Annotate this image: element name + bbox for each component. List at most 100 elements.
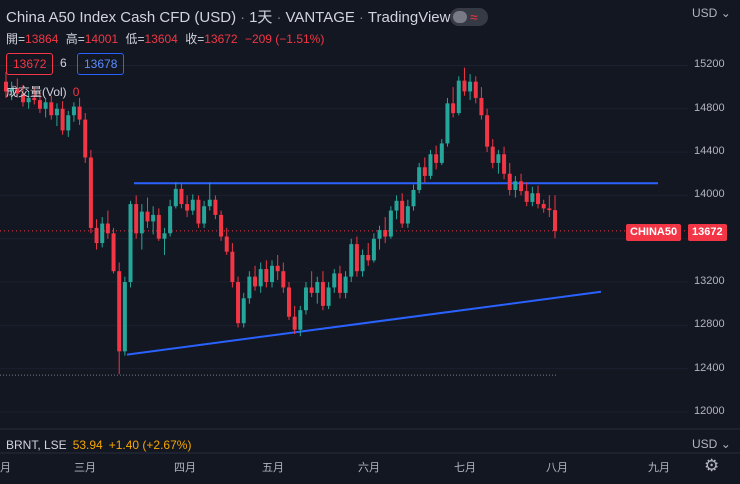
candle-body bbox=[49, 102, 54, 116]
candle-body bbox=[530, 193, 535, 202]
candle-body bbox=[394, 200, 399, 211]
candle-body bbox=[122, 282, 127, 352]
wave-toggle-icon[interactable]: ≈ bbox=[450, 8, 488, 26]
volume-legend[interactable]: 成交量(Vol) 0 bbox=[6, 83, 79, 100]
candle-body bbox=[337, 273, 342, 293]
high-label: 高= bbox=[65, 32, 85, 46]
candle-body bbox=[94, 227, 99, 244]
last-price-tag: 13672 bbox=[688, 224, 727, 241]
candle-body bbox=[43, 102, 48, 109]
candle-body bbox=[303, 287, 308, 311]
candle-body bbox=[349, 244, 354, 277]
candle-body bbox=[9, 88, 14, 92]
candle-body bbox=[83, 119, 88, 158]
currency-menu-top[interactable]: USD ⌄ bbox=[692, 6, 731, 20]
candle-body bbox=[502, 154, 507, 174]
candle-body bbox=[270, 265, 275, 283]
candle-body bbox=[468, 81, 473, 92]
chart-title-bar: China A50 Index Cash CFD (USD) · 1天 · VANTAG… bbox=[6, 6, 450, 27]
candle-body bbox=[366, 254, 371, 261]
candle-body bbox=[258, 269, 263, 287]
candle-body bbox=[275, 265, 280, 272]
open-value: 13864 bbox=[25, 32, 59, 46]
interval-label[interactable]: 1天 bbox=[249, 9, 273, 26]
candle-body bbox=[139, 211, 144, 234]
candle-body bbox=[37, 100, 42, 109]
candle-body bbox=[434, 154, 439, 163]
chevron-down-icon: ⌄ bbox=[720, 6, 731, 20]
candle-body bbox=[371, 238, 376, 261]
candle-body bbox=[377, 230, 382, 239]
candle-body bbox=[236, 282, 241, 324]
candle-body bbox=[298, 310, 303, 330]
candle-body bbox=[383, 230, 388, 237]
support-trendline bbox=[126, 290, 602, 356]
candle-body bbox=[343, 276, 348, 293]
ask-price-button[interactable]: 13678 bbox=[77, 53, 125, 75]
candle-body bbox=[224, 236, 229, 252]
volume-label: 成交量(Vol) bbox=[6, 85, 67, 99]
candle-body bbox=[360, 254, 365, 272]
candle-body bbox=[541, 204, 546, 209]
price-tick-label: 14000 bbox=[694, 188, 725, 201]
close-label: 收= bbox=[185, 32, 205, 46]
candle-body bbox=[479, 97, 484, 116]
candle-body bbox=[519, 181, 524, 192]
price-tick-label: 13200 bbox=[694, 275, 725, 288]
price-tick-label: 14400 bbox=[694, 145, 725, 158]
symbol-title[interactable]: China A50 Index Cash CFD (USD) bbox=[6, 9, 237, 26]
candle-body bbox=[473, 81, 478, 98]
candle-body bbox=[326, 287, 331, 306]
candle-body bbox=[451, 103, 456, 114]
time-tick-label: 七月 bbox=[454, 462, 476, 474]
compare-symbol-name: BRNT, LSE bbox=[6, 438, 67, 452]
bid-price-button[interactable]: 13672 bbox=[6, 53, 54, 75]
low-value: 13604 bbox=[144, 32, 178, 46]
candle-body bbox=[309, 287, 314, 293]
candle-body bbox=[354, 244, 359, 272]
candle-body bbox=[553, 210, 557, 231]
symbol-price-tag: CHINA50 bbox=[626, 224, 682, 241]
candle-body bbox=[128, 204, 133, 283]
candle-body bbox=[496, 154, 501, 163]
candle-body bbox=[66, 115, 71, 131]
candle-body bbox=[145, 211, 150, 222]
currency-label: USD bbox=[692, 437, 718, 451]
ohlc-legend: 開=13864 高=14001 低=13604 收=13672 −209 (−1… bbox=[6, 30, 328, 47]
candle-body bbox=[196, 199, 201, 224]
candle-body bbox=[315, 282, 320, 293]
candle-body bbox=[219, 214, 224, 237]
candle-body bbox=[292, 316, 297, 330]
candle-body bbox=[77, 106, 82, 120]
high-value: 14001 bbox=[84, 32, 119, 46]
time-tick-label: 六月 bbox=[358, 462, 380, 474]
open-label: 開= bbox=[6, 32, 26, 46]
broker-label: VANTAGE bbox=[285, 9, 355, 26]
spread-value: 6 bbox=[60, 56, 67, 70]
chart-overlays bbox=[0, 182, 688, 376]
compare-symbol-price: 53.94 bbox=[72, 438, 103, 452]
candle-body bbox=[207, 199, 212, 207]
title-separator: · bbox=[358, 9, 364, 26]
gear-icon[interactable]: ⚙ bbox=[704, 456, 720, 475]
candle-body bbox=[428, 154, 433, 176]
candle-body bbox=[439, 143, 444, 163]
candle-body bbox=[507, 173, 512, 190]
candle-body bbox=[213, 199, 218, 215]
candle-body bbox=[456, 80, 461, 114]
compare-symbol-legend[interactable]: BRNT, LSE 53.94 +1.40 (+2.67%) bbox=[6, 438, 191, 452]
candle-body bbox=[105, 223, 110, 234]
candle-body bbox=[241, 298, 246, 324]
candle-body bbox=[32, 97, 37, 101]
candle-body bbox=[405, 206, 410, 224]
candle-body bbox=[173, 188, 178, 207]
candle-body bbox=[400, 200, 405, 224]
price-tick-label: 15200 bbox=[694, 58, 725, 71]
title-separator: · bbox=[240, 9, 246, 26]
chevron-down-icon: ⌄ bbox=[720, 437, 731, 451]
candle-body bbox=[388, 210, 393, 237]
currency-menu-bottom[interactable]: USD ⌄ bbox=[692, 437, 731, 451]
currency-label: USD bbox=[692, 6, 718, 20]
candle-body bbox=[20, 93, 25, 103]
